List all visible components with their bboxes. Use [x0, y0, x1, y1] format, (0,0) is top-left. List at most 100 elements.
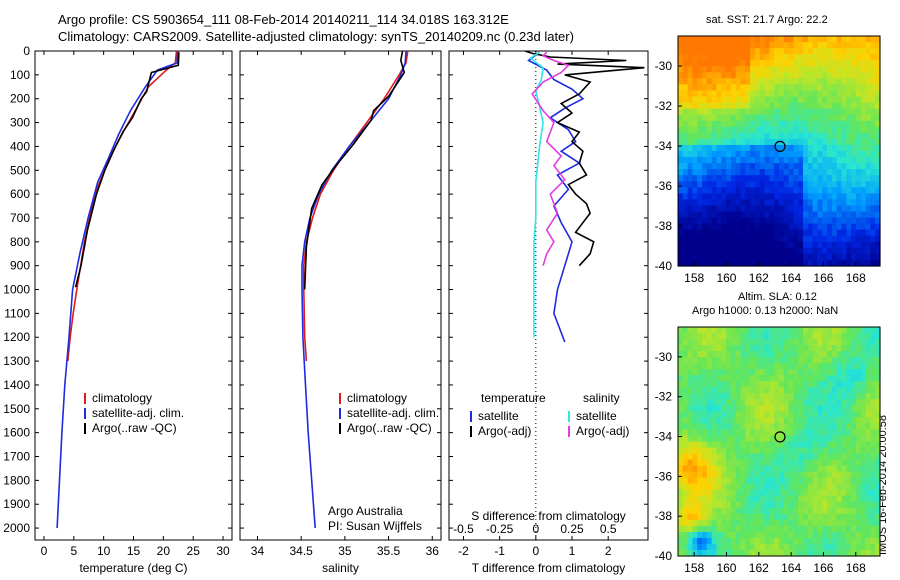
map-cell: [774, 102, 780, 110]
map-cell: [774, 339, 780, 346]
map-cell: [764, 48, 770, 55]
map-cell: [721, 132, 727, 140]
depth-tick-label: 1700: [3, 450, 30, 464]
map-cell: [788, 405, 795, 412]
map-cell: [692, 241, 698, 249]
map-cell: [730, 241, 737, 249]
map-cell: [774, 187, 780, 194]
map-cell: [822, 513, 828, 521]
map-cell: [846, 84, 852, 92]
map-cell: [697, 399, 703, 406]
map-cell: [682, 163, 689, 170]
map-cell: [865, 90, 871, 98]
map-cell: [851, 199, 857, 207]
map-cell: [793, 132, 799, 140]
map-cell: [846, 120, 852, 128]
map-cell: [798, 333, 804, 340]
map-cell: [687, 435, 694, 443]
map-cell: [678, 193, 684, 201]
map-cell: [798, 54, 804, 61]
map-cell: [817, 483, 823, 491]
map-cell: [793, 36, 799, 43]
map-cell: [764, 387, 770, 394]
map-cell: [803, 375, 809, 382]
sst-map-panel: 158 160 162 164 166 168-30-32-34-36-38-40: [655, 35, 881, 285]
map-cell: [870, 157, 876, 164]
map-cell: [750, 211, 756, 219]
map-cell: [706, 151, 713, 158]
map-cell: [817, 417, 823, 425]
map-cell: [726, 66, 732, 73]
map-cell: [779, 235, 785, 243]
map-cell: [769, 531, 775, 539]
map-cell: [740, 459, 746, 467]
map-cell: [769, 157, 775, 164]
map-cell: [764, 429, 770, 437]
map-cell: [851, 108, 857, 116]
map-cell: [730, 108, 737, 116]
map-cell: [846, 327, 852, 334]
map-cell: [788, 423, 795, 431]
map-cell: [687, 229, 694, 237]
map-cell: [860, 205, 867, 213]
map-cell: [759, 157, 766, 164]
map-ytick-label: -40: [655, 259, 673, 273]
map-cell: [779, 423, 785, 431]
map-cell: [774, 199, 780, 207]
map-cell: [827, 489, 833, 497]
map-cell: [735, 108, 742, 116]
map-cell: [851, 357, 857, 364]
map-cell: [875, 333, 881, 340]
map-cell: [788, 54, 795, 61]
map-cell: [855, 138, 862, 146]
map-cell: [860, 235, 867, 243]
map-cell: [678, 441, 684, 449]
map-cell: [678, 375, 684, 382]
map-cell: [702, 411, 708, 418]
map-cell: [726, 72, 732, 79]
map-cell: [803, 477, 809, 485]
map-cell: [769, 423, 775, 431]
map-cell: [769, 459, 775, 467]
map-cell: [764, 253, 770, 261]
map-cell: [750, 501, 756, 509]
map-cell: [769, 519, 775, 527]
map-cell: [817, 138, 823, 146]
map-cell: [706, 235, 713, 243]
map-cell: [831, 453, 838, 461]
map-cell: [827, 66, 833, 73]
map-cell: [726, 90, 732, 98]
map-cell: [779, 441, 785, 449]
map-cell: [817, 411, 823, 418]
map-cell: [759, 441, 766, 449]
map-cell: [831, 519, 838, 527]
map-cell: [740, 175, 746, 182]
map-cell: [716, 96, 722, 104]
map-cell: [870, 169, 876, 176]
map-cell: [822, 205, 828, 213]
map-cell: [706, 211, 713, 219]
map-cell: [827, 513, 833, 521]
map-cell: [692, 193, 698, 201]
map-cell: [687, 495, 694, 503]
map-cell: [793, 357, 799, 364]
map-cell: [769, 477, 775, 485]
map-cell: [860, 381, 867, 388]
map-cell: [740, 507, 746, 515]
map-cell: [740, 90, 746, 98]
map-xtick-label: 158: [684, 561, 704, 575]
map-cell: [706, 387, 713, 394]
map-cell: [783, 537, 790, 545]
map-cell: [702, 471, 708, 479]
map-cell: [875, 259, 881, 267]
map-cell: [817, 42, 823, 49]
map-cell: [692, 187, 698, 194]
map-cell: [726, 369, 732, 376]
map-cell: [798, 120, 804, 128]
map-cell: [706, 345, 713, 352]
map-cell: [764, 471, 770, 479]
map-cell: [875, 351, 881, 358]
map-cell: [783, 157, 790, 164]
map-cell: [759, 537, 766, 545]
map-cell: [788, 363, 795, 370]
